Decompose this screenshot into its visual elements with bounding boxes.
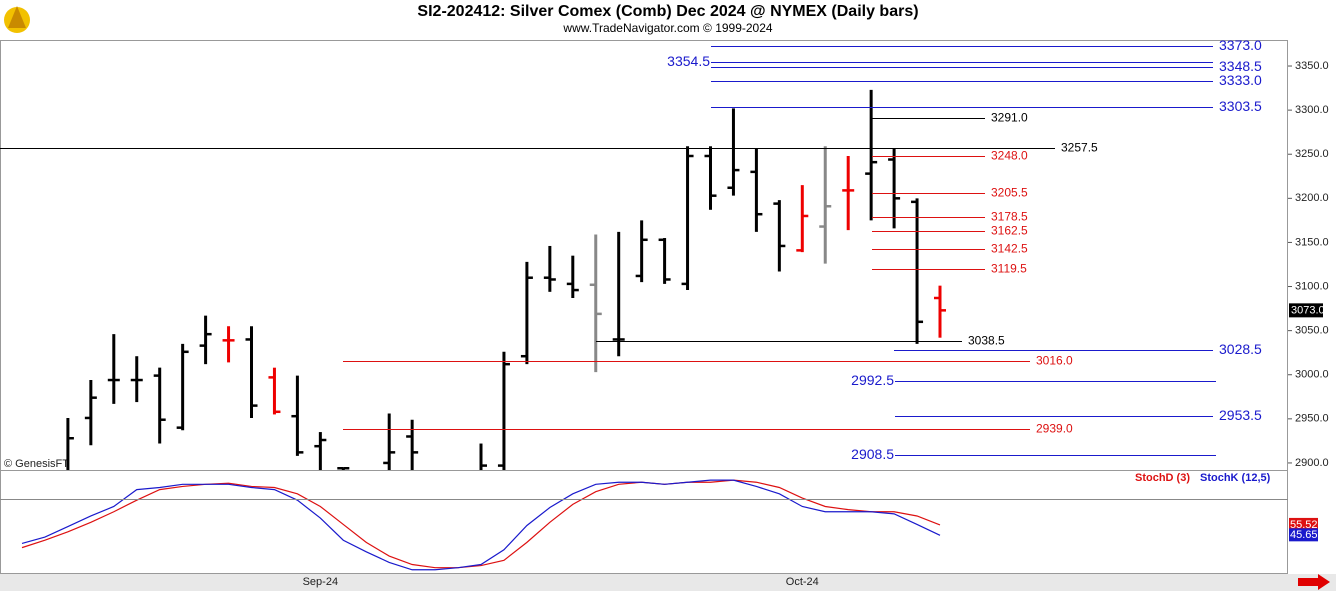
chart-title: SI2-202412: Silver Comex (Comb) Dec 2024…: [417, 3, 918, 20]
stoch-line: [21, 479, 941, 569]
value-label-box: [1289, 528, 1318, 542]
legend-entry: StochK (12,5): [1200, 472, 1271, 484]
level-label: 3248.0: [991, 149, 1028, 163]
level-label: 3348.5: [1219, 58, 1262, 74]
level-label: 3257.5: [1061, 141, 1098, 155]
level-label: 3354.5: [667, 53, 710, 69]
value-label: 45.65: [1290, 529, 1318, 541]
level-label: 3016.0: [1036, 354, 1073, 368]
level-label: 3291.0: [991, 111, 1028, 125]
stoch-line: [21, 479, 941, 571]
last-price-label: 3073.0: [1291, 304, 1325, 316]
y-tick-label: 3050.0: [1295, 325, 1329, 337]
level-label: 2939.0: [1036, 422, 1073, 436]
watermark: © GenesisFT: [4, 458, 69, 470]
level-label: 3373.0: [1219, 37, 1262, 53]
level-label: 3205.5: [991, 186, 1028, 200]
last-price-box: [1289, 303, 1323, 318]
time-axis: [0, 574, 1336, 591]
y-tick-label: 3300.0: [1295, 104, 1329, 116]
level-label: 3303.5: [1219, 98, 1262, 114]
chart-subtitle: www.TradeNavigator.com © 1999-2024: [562, 21, 772, 35]
level-label: 2992.5: [851, 372, 894, 388]
stoch-panel: [21, 479, 941, 571]
value-label: 55.52: [1290, 519, 1318, 531]
y-tick-label: 3350.0: [1295, 60, 1329, 72]
level-label: 3333.0: [1219, 72, 1262, 88]
y-tick-label: 3250.0: [1295, 148, 1329, 160]
plot-frame: [0, 40, 1288, 574]
level-label: 2908.5: [851, 446, 894, 462]
level-label: 3162.5: [991, 224, 1028, 238]
logo: [4, 6, 30, 33]
y-tick-label: 3150.0: [1295, 236, 1329, 248]
legend-entry: StochD (3): [1135, 472, 1190, 484]
level-label: 3028.5: [1219, 341, 1262, 357]
x-tick-label: Oct-24: [786, 576, 819, 588]
level-label: 3178.5: [991, 210, 1028, 224]
level-label: 3142.5: [991, 242, 1028, 256]
y-tick-label: 2900.0: [1295, 457, 1329, 469]
scroll-arrow[interactable]: [1298, 574, 1330, 590]
y-tick-label: 3100.0: [1295, 280, 1329, 292]
y-tick-label: 3200.0: [1295, 192, 1329, 204]
x-tick-label: Sep-24: [303, 576, 338, 588]
y-tick-label: 3000.0: [1295, 369, 1329, 381]
price-panel: [66, 89, 946, 470]
y-tick-label: 2950.0: [1295, 413, 1329, 425]
level-label: 3038.5: [968, 334, 1005, 348]
level-label: 2953.5: [1219, 407, 1262, 423]
value-label-box: [1289, 517, 1318, 531]
level-label: 3119.5: [991, 262, 1027, 276]
